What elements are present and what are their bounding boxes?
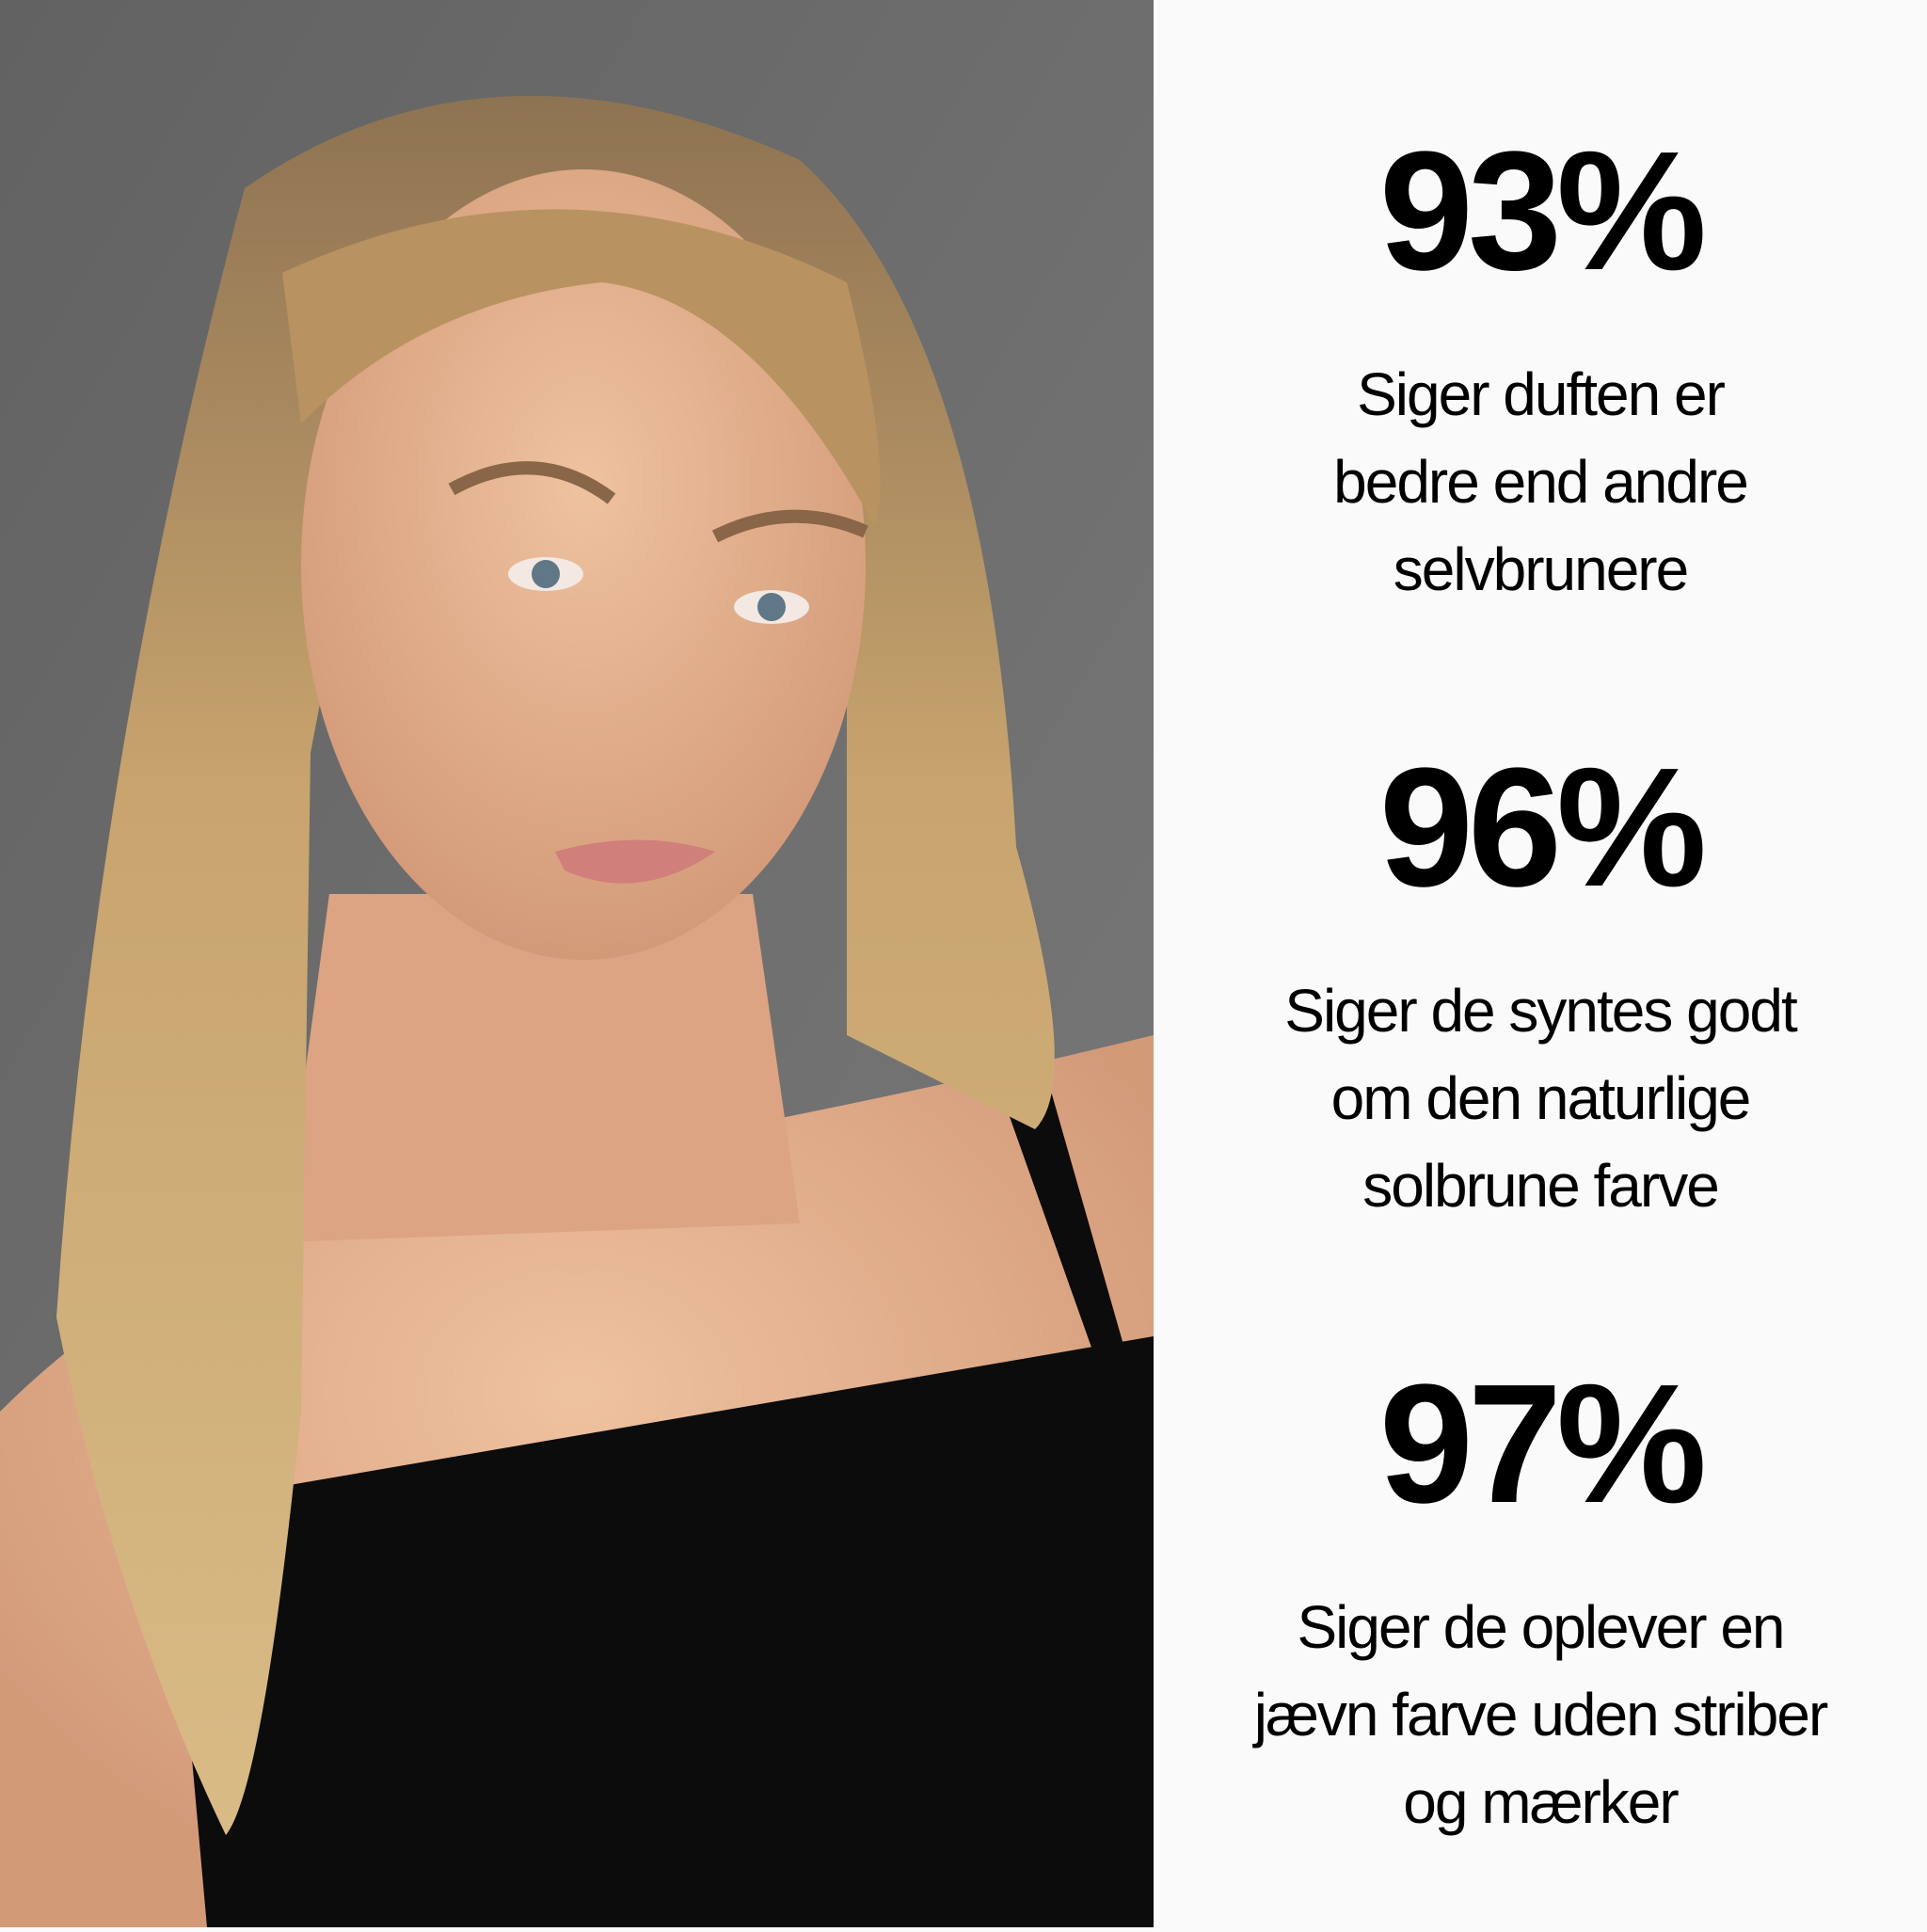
desc-line: om den naturlige (1330, 1064, 1752, 1132)
face (301, 169, 866, 960)
stat-description: Siger de oplever en jævn farve uden stri… (1154, 1584, 1927, 1846)
black-top (169, 1336, 1154, 1927)
neck (282, 894, 800, 1242)
stat-percent: 97% (1378, 1349, 1707, 1539)
desc-line: selvbrunere (1393, 535, 1689, 603)
desc-line: Siger duften er (1357, 360, 1726, 428)
desc-line: jævn farve uden striber (1253, 1681, 1829, 1748)
stat-percent: 93% (1378, 117, 1707, 306)
stats-panel: 93% Siger duften er bedre end andre selv… (1154, 0, 1927, 1927)
stat-percent: 96% (1378, 733, 1707, 922)
desc-line: og mærker (1403, 1768, 1679, 1836)
stat-block: 93% Siger duften er bedre end andre selv… (1154, 127, 1927, 614)
stat-description: Siger de syntes godt om den naturlige so… (1154, 967, 1927, 1230)
hair-top (282, 209, 881, 527)
desc-line: Siger de syntes godt (1284, 977, 1797, 1045)
desc-line: bedre end andre (1333, 448, 1749, 516)
desc-line: solbrune farve (1362, 1152, 1720, 1220)
portrait-illustration (0, 0, 1154, 1927)
stat-description: Siger duften er bedre end andre selvbrun… (1154, 351, 1927, 614)
stat-block: 97% Siger de oplever en jævn farve uden … (1154, 1360, 1927, 1846)
desc-line: Siger de oplever en (1297, 1593, 1785, 1661)
portrait-photo (0, 0, 1154, 1927)
lips (555, 839, 715, 884)
stat-block: 96% Siger de syntes godt om den naturlig… (1154, 743, 1927, 1230)
